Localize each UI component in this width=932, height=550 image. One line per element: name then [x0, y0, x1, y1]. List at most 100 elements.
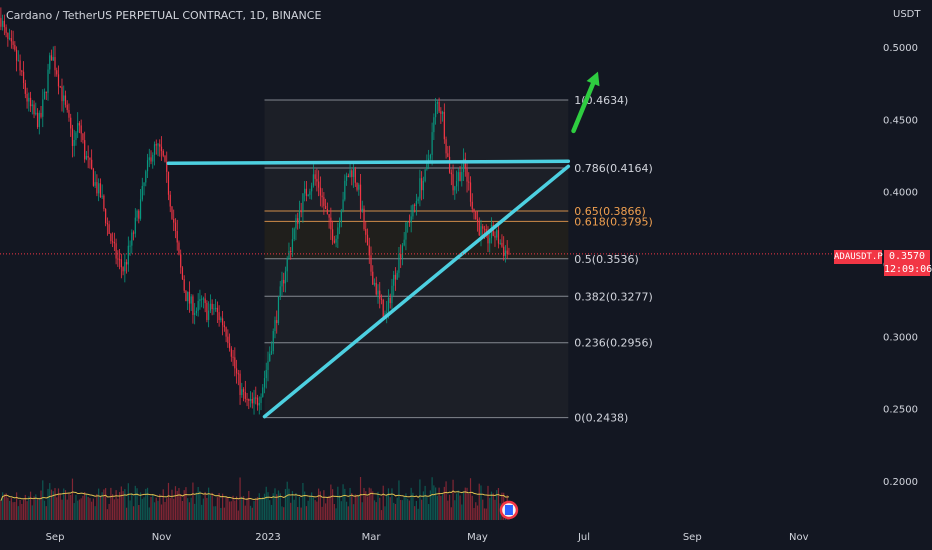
candle-body: [43, 91, 46, 100]
volume-bar: [314, 500, 316, 520]
candle-body: [50, 55, 53, 61]
volume-bar: [176, 490, 178, 520]
candle-body: [260, 396, 262, 403]
volume-bar: [457, 490, 459, 520]
candle-body: [263, 378, 266, 388]
volume-bar: [359, 476, 362, 520]
volume-bar: [342, 484, 344, 520]
volume-bar: [415, 501, 418, 520]
candle-body: [464, 158, 466, 169]
volume-bar: [489, 497, 491, 520]
candle-body: [52, 57, 54, 61]
candle-body: [319, 187, 321, 196]
candle-body: [159, 144, 161, 147]
candle-body: [155, 144, 157, 146]
candle-body: [312, 174, 314, 186]
volume-bar: [373, 500, 376, 520]
candle-body: [318, 181, 320, 188]
candle-body: [485, 229, 487, 233]
volume-bar: [178, 487, 180, 520]
candle-body: [56, 70, 58, 75]
candle-countdown: 12:09:06: [884, 263, 932, 276]
volume-bar: [473, 508, 475, 520]
volume-bar: [461, 504, 463, 520]
volume-bar: [309, 496, 311, 520]
candle-body: [476, 219, 479, 222]
candle-body: [132, 232, 135, 234]
volume-bar: [125, 507, 128, 520]
candle-body: [403, 239, 405, 246]
candle-body: [14, 44, 16, 50]
volume-bar: [438, 487, 440, 520]
candle-body: [286, 258, 288, 272]
volume-bar: [325, 503, 327, 520]
volume-bar: [419, 479, 421, 520]
volume-bar: [263, 493, 266, 520]
volume-bar: [87, 496, 89, 520]
candle-body: [134, 217, 136, 234]
candle-body: [21, 70, 23, 72]
candle-body: [143, 182, 145, 186]
volume-bar: [276, 494, 278, 520]
candle-body: [220, 318, 222, 321]
volume-bar: [49, 483, 51, 520]
volume-bar: [328, 495, 330, 520]
volume-bar: [131, 492, 133, 520]
volume-bar: [494, 499, 496, 520]
candle-body: [468, 181, 470, 183]
volume-bar: [185, 487, 187, 520]
candle-body: [185, 290, 187, 302]
candle-body: [5, 27, 7, 33]
candle-body: [475, 211, 477, 220]
volume-bar: [235, 496, 238, 520]
volume-bar: [192, 482, 194, 520]
volume-bar: [59, 493, 61, 520]
volume-bar: [436, 495, 438, 520]
candle-body: [422, 180, 424, 191]
volume-bar: [382, 485, 384, 520]
volume-bar: [464, 487, 466, 520]
symbol-tag: ADAUSDT.P: [834, 250, 883, 264]
candle-body: [298, 210, 301, 224]
candle-body: [309, 191, 311, 195]
volume-bar: [57, 488, 60, 520]
volume-bar: [120, 486, 122, 520]
volume-bar: [316, 501, 318, 520]
candle-body: [326, 209, 328, 215]
volume-bar: [398, 480, 400, 520]
candle-body: [373, 282, 376, 285]
candle-body: [375, 282, 377, 295]
volume-bar: [96, 493, 98, 520]
volume-bar: [304, 491, 306, 520]
volume-bar: [476, 505, 479, 520]
candle-body: [99, 183, 101, 198]
candle-body: [24, 83, 26, 94]
candle-body: [478, 221, 480, 236]
volume-bar: [288, 488, 290, 520]
candle-body: [49, 55, 51, 70]
candle-body: [61, 86, 63, 102]
volume-bar: [141, 498, 143, 520]
volume-bar: [270, 504, 273, 520]
candle-body: [173, 218, 175, 223]
volume-bar: [129, 500, 131, 520]
candle-body: [71, 128, 74, 146]
volume-bar: [475, 502, 477, 520]
volume-bar: [478, 483, 480, 520]
volume-bar: [372, 491, 374, 520]
volume-bar: [284, 489, 287, 520]
volume-bar: [274, 488, 276, 520]
candle-body: [414, 204, 416, 206]
volume-bar: [335, 508, 337, 520]
candle-body: [426, 161, 428, 170]
candle-body: [386, 312, 388, 314]
candle-body: [396, 272, 398, 280]
candle-body: [300, 210, 302, 213]
candle-body: [265, 369, 267, 379]
candle-body: [503, 246, 505, 256]
volume-bar: [206, 497, 208, 520]
candle-body: [230, 348, 232, 357]
volume-bar: [251, 507, 253, 520]
candle-body: [377, 290, 379, 295]
